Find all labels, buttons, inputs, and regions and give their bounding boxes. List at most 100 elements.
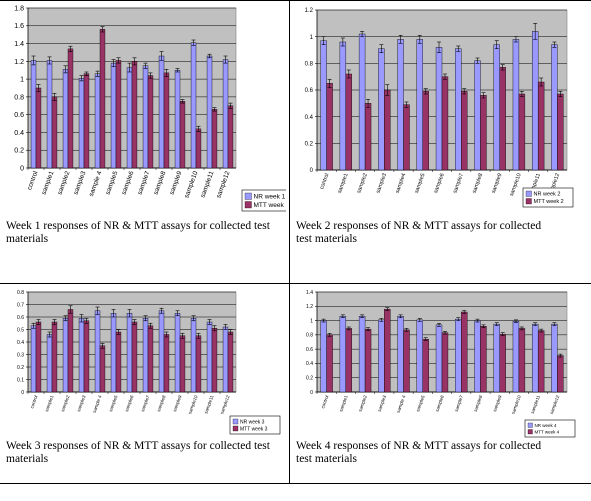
bar-mtt xyxy=(384,308,391,393)
category-label: sample8 xyxy=(156,394,167,412)
bar-nr xyxy=(30,60,37,169)
category-label: sample2 xyxy=(56,170,71,196)
y-tick-label: 0 xyxy=(21,390,24,396)
bar-mtt xyxy=(518,93,526,171)
category-label: sample 4 xyxy=(92,394,103,413)
legend-box xyxy=(524,419,576,438)
bar-nr xyxy=(320,320,327,393)
bar-mtt xyxy=(179,101,186,169)
category-label: sample5 xyxy=(108,394,119,412)
category-label: sample12 xyxy=(549,394,561,415)
chart-week-2-svg: 0 0.2 0.4 0.6 0.8 1 1.2 control sample1 sample2 sa… xyxy=(305,8,574,208)
category-label: sample10 xyxy=(187,394,199,415)
bar-mtt xyxy=(480,95,487,171)
bar-nr xyxy=(551,323,558,393)
category-label: sample3 xyxy=(375,173,388,195)
y-tick-label: 0.1 xyxy=(17,377,24,383)
legend-label-nr: NR week 3 xyxy=(240,419,265,425)
category-label: sample5 xyxy=(414,173,427,195)
y-tick-label: 0.8 xyxy=(306,333,313,339)
bar-mtt xyxy=(227,105,234,169)
bar-nr xyxy=(78,318,85,393)
category-label: sample6 xyxy=(120,170,135,196)
bar-nr xyxy=(455,318,462,393)
bar-mtt xyxy=(422,91,429,171)
bar-mtt xyxy=(499,333,506,393)
category-label: sample9 xyxy=(172,394,183,412)
category-label: sample4 xyxy=(395,173,408,195)
bar-nr xyxy=(222,59,229,169)
y-tick-label: 0.6 xyxy=(14,112,24,119)
y-tick-label: 0.7 xyxy=(17,302,24,308)
bar-nr xyxy=(416,39,423,171)
y-tick-label: 0.4 xyxy=(305,115,314,121)
bar-mtt xyxy=(480,326,487,393)
y-tick-label: 0.2 xyxy=(17,365,24,371)
legend-box xyxy=(522,187,574,208)
bar-mtt xyxy=(67,309,74,393)
legend-swatch-nr xyxy=(244,192,252,200)
chart-week-4-svg: 0 0.2 0.4 0.6 0.8 1 1.2 1.4 control sample1 sample… xyxy=(306,290,576,438)
y-tick-label: 1 xyxy=(20,77,24,84)
category-label: control xyxy=(29,395,38,409)
bar-mtt xyxy=(131,61,138,169)
chart-week-3: 0 0.1 0.2 0.3 0.4 0.5 0.6 0.7 0.8 control sample1 s… xyxy=(4,286,286,438)
rule-top xyxy=(0,0,591,1)
y-tick-label: 0.8 xyxy=(14,94,24,101)
bar-nr xyxy=(206,55,213,169)
bar-nr xyxy=(397,39,404,171)
bar-nr xyxy=(397,316,404,393)
bar-mtt xyxy=(403,104,410,171)
legend-swatch-nr xyxy=(527,422,533,428)
bar-mtt xyxy=(422,338,429,393)
chart-week-2: 0 0.2 0.4 0.6 0.8 1 1.2 control sample1 sample2 sa… xyxy=(293,2,589,220)
category-label: sample6 xyxy=(433,173,446,195)
bar-nr xyxy=(531,323,539,393)
bar-mtt xyxy=(115,331,122,393)
y-tick-label: 0 xyxy=(20,165,24,172)
category-label: control xyxy=(320,395,329,409)
bar-mtt xyxy=(83,320,90,393)
bar-nr xyxy=(142,318,149,393)
bar-mtt xyxy=(326,334,333,393)
bar-nr xyxy=(531,31,539,171)
category-label: sample5 xyxy=(104,170,119,196)
bar-mtt xyxy=(163,334,170,393)
legend-label-mtt: MTT week 3 xyxy=(240,426,268,432)
category-label: sample10 xyxy=(510,394,522,415)
bar-nr xyxy=(358,33,366,171)
legend-label-nr: NR week 4 xyxy=(535,423,558,428)
bar-mtt xyxy=(227,331,234,393)
bar-mtt xyxy=(461,91,468,171)
y-tick-label: 1.4 xyxy=(14,41,24,48)
bar-mtt xyxy=(147,75,154,169)
y-tick-label: 0.4 xyxy=(306,361,313,367)
caption-week-1: Week 1 responses of NR & MTT assays for … xyxy=(6,220,270,245)
bar-nr xyxy=(493,44,500,171)
bar-nr xyxy=(174,313,181,393)
bar-mtt xyxy=(537,81,545,171)
bar-mtt xyxy=(345,73,353,171)
bar-nr xyxy=(62,69,69,169)
bar-mtt xyxy=(163,72,170,169)
category-label: sample 4 xyxy=(88,170,104,198)
bar-mtt xyxy=(35,321,42,393)
bar-mtt xyxy=(195,128,202,169)
y-tick-label: 1.2 xyxy=(14,59,24,66)
bar-nr xyxy=(512,39,520,171)
bar-mtt xyxy=(179,335,186,393)
bar-nr xyxy=(416,319,423,393)
legend-swatch-nr xyxy=(525,190,532,197)
rule-vertical xyxy=(289,0,290,484)
bar-nr xyxy=(190,42,197,169)
bar-mtt xyxy=(345,328,353,393)
category-label: sample10 xyxy=(509,173,523,197)
y-tick-label: 0.2 xyxy=(306,375,313,381)
bar-nr xyxy=(512,321,520,393)
y-tick-label: 0 xyxy=(310,168,314,174)
legend-swatch-mtt xyxy=(527,429,533,435)
bar-mtt xyxy=(326,83,333,171)
bar-nr xyxy=(474,60,481,171)
category-label: sample5 xyxy=(415,394,426,412)
